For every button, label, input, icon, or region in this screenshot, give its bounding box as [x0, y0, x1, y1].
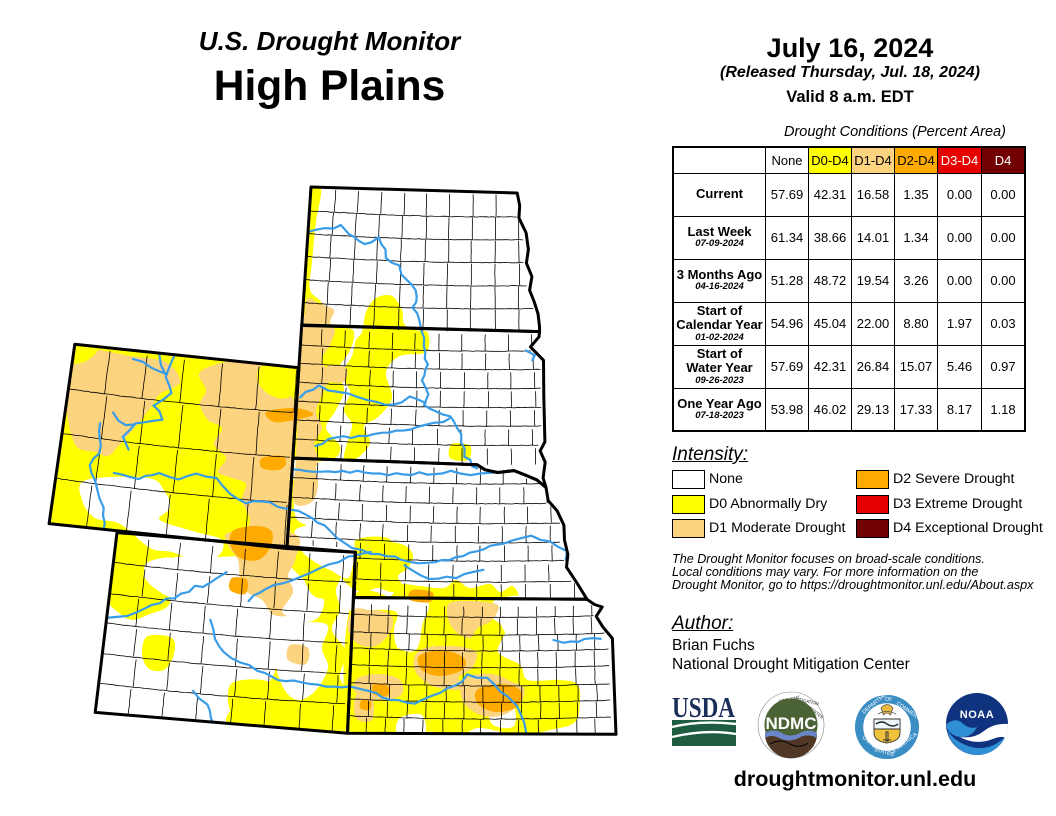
- svg-text:USDA: USDA: [672, 693, 736, 724]
- svg-text:OF: OF: [885, 697, 893, 703]
- svg-text:STATES: STATES: [873, 747, 894, 758]
- svg-text:NDMC: NDMC: [766, 714, 817, 733]
- svg-text:NOAA: NOAA: [960, 709, 994, 721]
- svg-text:MITIGATION: MITIGATION: [794, 696, 819, 706]
- svg-text:OF: OF: [889, 748, 898, 756]
